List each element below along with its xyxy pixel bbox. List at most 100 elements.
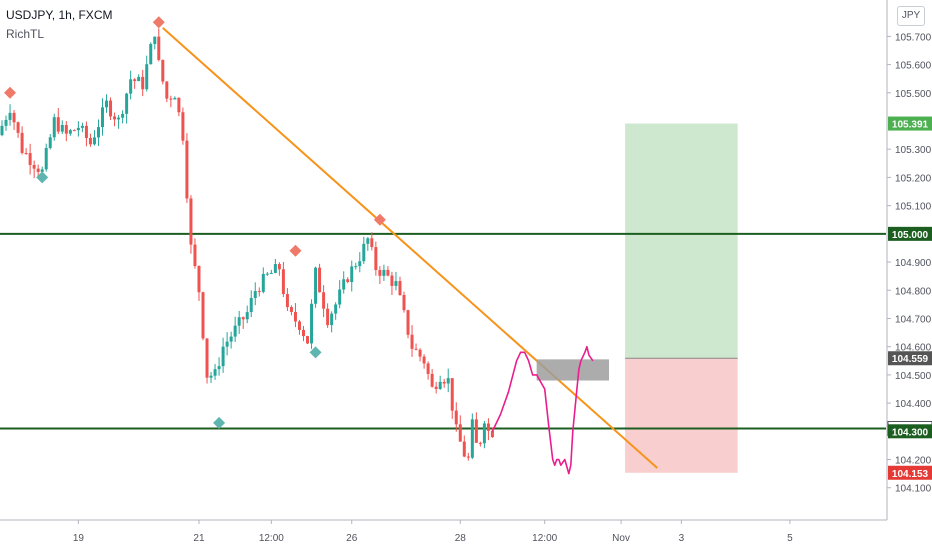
price-axis-badge — [888, 226, 932, 241]
candle — [113, 112, 117, 127]
candle-body — [382, 269, 386, 276]
candle — [350, 260, 354, 292]
price-tick-label: 104.400 — [895, 399, 932, 410]
candle-body — [237, 317, 241, 326]
candle — [56, 108, 60, 134]
candle — [289, 305, 293, 316]
candle — [257, 287, 261, 297]
candle-body — [334, 304, 338, 314]
pivot-high-marker — [4, 86, 17, 99]
candle-body — [36, 168, 40, 172]
candle-body — [342, 279, 346, 290]
candle-body — [430, 373, 434, 387]
candle — [326, 303, 330, 328]
candle — [105, 94, 109, 113]
candle — [346, 277, 350, 284]
candle-body — [217, 366, 221, 370]
symbol-title[interactable]: USDJPY, 1h, FXCM — [6, 8, 113, 22]
candle-body — [277, 264, 281, 270]
price-axis-badge-label: 104.300 — [892, 427, 929, 438]
candle — [422, 354, 426, 369]
candle-body — [153, 36, 157, 44]
candle — [293, 303, 297, 328]
time-tick-label: 26 — [346, 533, 358, 544]
candle-body — [105, 100, 109, 108]
candle — [490, 427, 494, 438]
projection-scribble[interactable] — [491, 345, 594, 475]
price-tick-label: 104.600 — [895, 343, 932, 354]
candle — [249, 290, 253, 318]
candle — [265, 271, 269, 276]
candle-body — [64, 124, 68, 134]
candle — [193, 238, 197, 269]
candle-body — [269, 272, 273, 274]
candle — [109, 97, 113, 120]
candle — [145, 55, 149, 92]
stop-zone[interactable] — [625, 358, 738, 473]
candle — [486, 418, 490, 441]
candle — [478, 441, 482, 447]
candle — [217, 357, 221, 376]
candle — [157, 28, 161, 62]
candle-body — [346, 279, 350, 282]
candle-body — [76, 127, 80, 131]
candle — [48, 134, 52, 150]
candle-body — [322, 292, 326, 309]
target-zone[interactable] — [625, 123, 738, 359]
candle — [189, 195, 193, 254]
candle — [197, 265, 201, 301]
candle — [84, 121, 88, 147]
candle-body — [96, 127, 100, 138]
trendline[interactable] — [162, 27, 658, 469]
candle-body — [137, 76, 141, 82]
candle-body — [68, 130, 72, 134]
candle-body — [4, 119, 8, 126]
candle — [72, 129, 76, 132]
candle — [342, 271, 346, 294]
candle-body — [24, 152, 28, 154]
candle-body — [446, 378, 450, 384]
currency-button[interactable]: JPY — [897, 6, 925, 26]
price-axis-badge-label: 105.391 — [892, 120, 929, 131]
time-tick-label: 12:00 — [259, 533, 284, 544]
candle-body — [434, 386, 438, 389]
candle — [60, 120, 64, 134]
candle-body — [410, 334, 414, 349]
candle — [442, 378, 446, 388]
candle — [410, 325, 414, 357]
price-tick-label: 105.200 — [895, 173, 932, 184]
candle — [101, 98, 104, 136]
entry-box[interactable] — [536, 359, 610, 381]
candle-body — [20, 132, 24, 153]
candle-body — [157, 36, 161, 60]
candle-body — [141, 76, 145, 90]
candle — [322, 285, 326, 318]
candle — [92, 130, 96, 146]
price-tick-label: 104.200 — [895, 456, 932, 467]
candle — [32, 160, 36, 179]
candle — [273, 258, 277, 274]
candle — [88, 133, 92, 147]
candle-body — [354, 266, 358, 268]
candle-body — [390, 275, 394, 286]
candle — [450, 378, 454, 419]
candle-body — [161, 59, 165, 82]
time-tick-label: 3 — [679, 533, 685, 544]
candle — [362, 236, 366, 264]
candle — [96, 119, 100, 146]
candle-body — [209, 375, 213, 378]
candle — [209, 372, 213, 383]
candle — [237, 310, 241, 334]
candle-body — [121, 113, 125, 118]
candle-body — [462, 441, 466, 457]
candle — [366, 236, 370, 251]
candle — [374, 241, 378, 276]
indicator-label[interactable]: RichTL — [6, 27, 45, 41]
time-tick-label: 5 — [787, 533, 793, 544]
price-tick-label: 104.900 — [895, 258, 932, 269]
pivot-high-marker — [373, 213, 386, 226]
candle-body — [193, 244, 197, 267]
candle-body — [12, 112, 16, 123]
candle — [334, 302, 338, 320]
